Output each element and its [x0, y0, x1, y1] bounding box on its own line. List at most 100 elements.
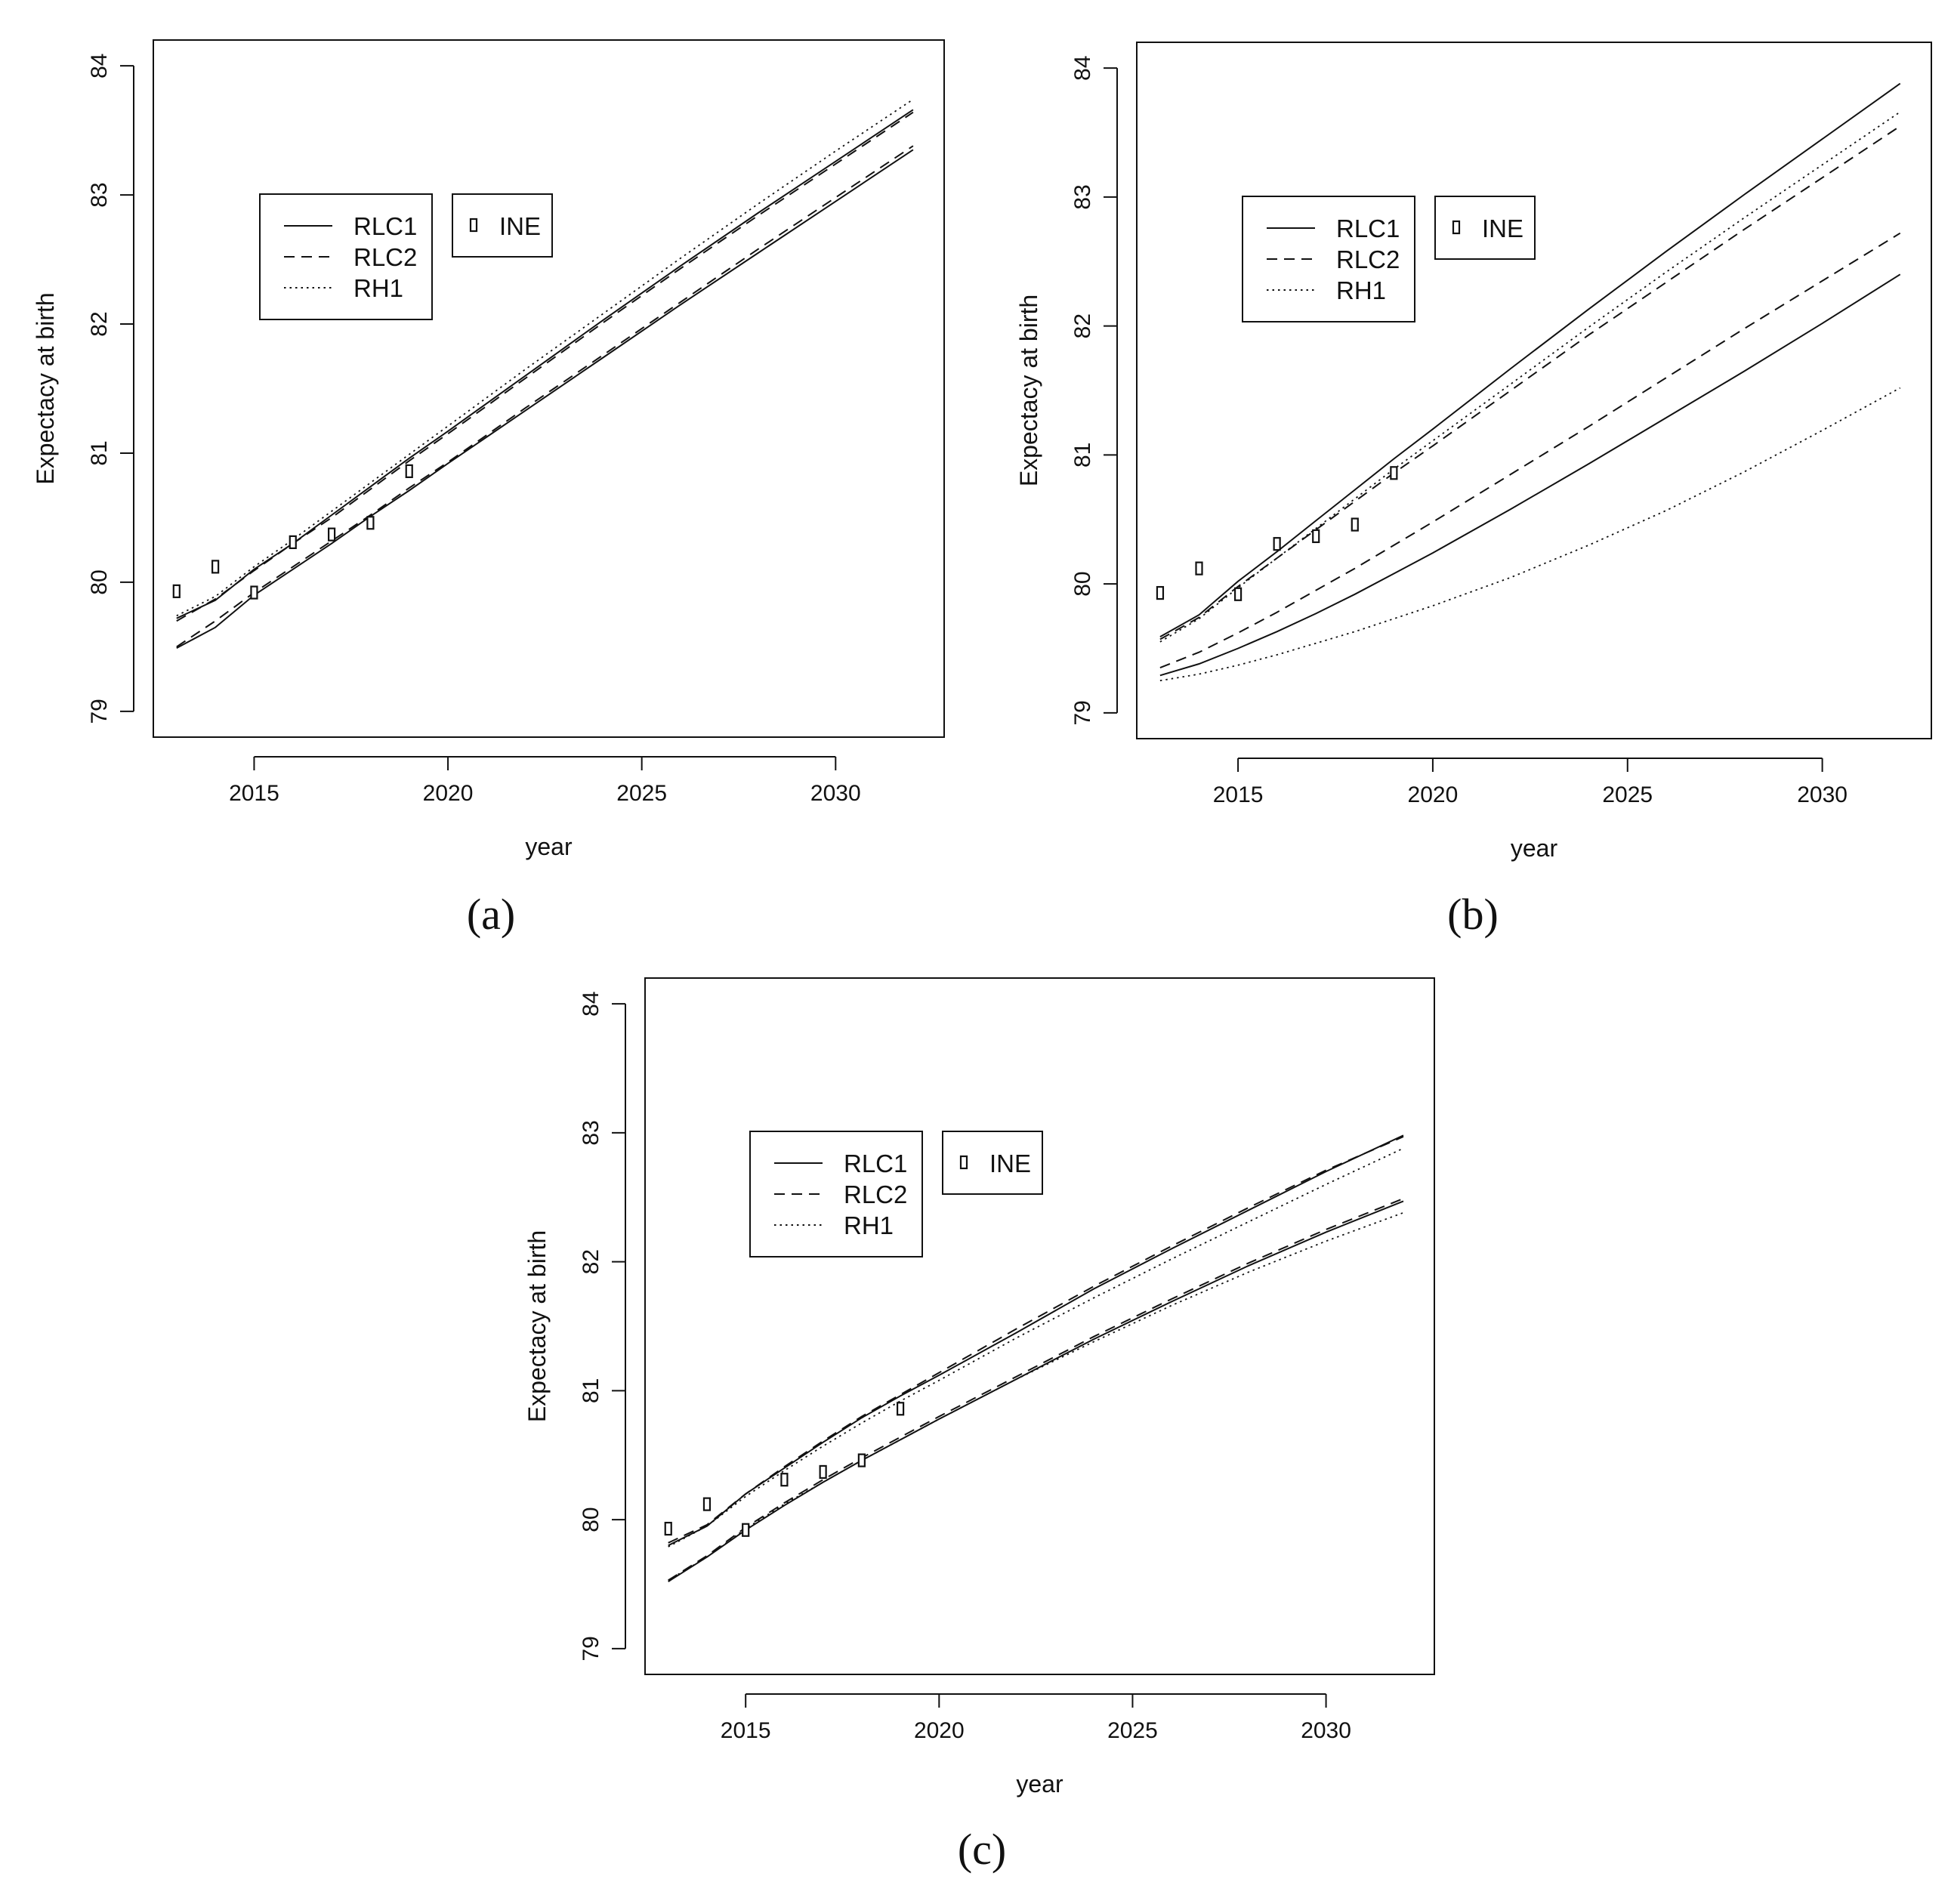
x-tick-label: 2025 [1602, 782, 1653, 807]
series-line-rlc2 [1159, 232, 1901, 669]
plot-frame [153, 39, 945, 738]
ine-point [250, 585, 258, 600]
legend-points-box [452, 193, 553, 258]
series-line-rlc2 [668, 1198, 1404, 1582]
legend-label-ine: INE [499, 212, 541, 240]
ine-point [172, 584, 181, 598]
x-tick-label: 2030 [1301, 1718, 1351, 1743]
y-tick-label: 80 [579, 1507, 604, 1532]
panel-a-caption: (a) [467, 890, 515, 939]
legend-label-rlc1: RLC1 [844, 1149, 907, 1177]
plot-frame [644, 977, 1435, 1675]
x-axis-label: year [1511, 835, 1558, 862]
legend-label-rh1: RH1 [1336, 276, 1386, 304]
y-tick-label: 83 [1070, 184, 1095, 209]
y-tick-label: 82 [579, 1249, 604, 1274]
y-tick-label: 81 [1070, 443, 1095, 468]
series-line-rlc2 [1159, 125, 1901, 640]
y-axis-label: Expectacy at birth [523, 1230, 551, 1422]
series-line-rh1 [668, 1147, 1404, 1548]
legend-label-rh1: RH1 [844, 1211, 894, 1239]
ine-point [366, 516, 375, 530]
ine-point [1351, 517, 1359, 532]
y-tick-label: 80 [87, 569, 112, 594]
ine-point [1195, 561, 1203, 576]
panel-a: 2015 2020 2025 2030 year 79 80 81 82 83 84 Expectac… [32, 39, 945, 860]
legend-label-ine: INE [1482, 214, 1523, 242]
x-tick-label: 2020 [423, 781, 474, 806]
x-tick-label: 2020 [914, 1718, 965, 1743]
y-tick-label: 84 [87, 53, 112, 78]
x-axis-label: year [1016, 1770, 1063, 1798]
panel-c: 2015 2020 2025 2030 year 79 80 81 82 83 84 Expectac… [523, 977, 1435, 1798]
legend-label-ine: INE [989, 1149, 1031, 1177]
series-line-rlc1 [176, 109, 914, 619]
series-line-rh1 [1159, 387, 1901, 682]
ine-point [896, 1402, 905, 1416]
legend-ine-marker [1452, 220, 1461, 235]
ine-point [1156, 585, 1165, 600]
panel-b: 2015 2020 2025 2030 year 79 80 81 82 83 84 Expectac… [1015, 42, 1932, 862]
series-line-rlc2 [176, 145, 914, 648]
y-tick-label: 79 [1070, 700, 1095, 725]
y-tick-label: 84 [1070, 55, 1095, 80]
series-line-rlc1 [668, 1134, 1404, 1547]
y-tick-label: 79 [87, 699, 112, 724]
legend-label-rlc1: RLC1 [353, 212, 417, 240]
series-line-rlc1 [1159, 273, 1901, 677]
ine-point [742, 1523, 750, 1537]
y-axis-label: Expectacy at birth [1015, 295, 1042, 486]
series-line-rlc1 [668, 1200, 1404, 1582]
legend-lines-box [259, 193, 433, 320]
legend-ine-marker [959, 1155, 968, 1170]
legend-label-rlc2: RLC2 [844, 1180, 907, 1208]
y-axis-label: Expectacy at birth [32, 292, 59, 484]
legend-ine-marker [469, 218, 478, 233]
x-tick-label: 2015 [1213, 782, 1264, 807]
ine-point [1273, 537, 1281, 551]
ine-point [857, 1453, 866, 1467]
ine-point [702, 1497, 712, 1511]
x-tick-label: 2030 [810, 781, 861, 806]
legend-label-rh1: RH1 [353, 274, 403, 302]
x-tick-label: 2025 [1107, 1718, 1158, 1743]
ine-point [780, 1473, 789, 1487]
ine-point [1312, 529, 1320, 544]
series-line-rlc1 [176, 149, 914, 649]
series-line-rh1 [176, 98, 914, 617]
y-tick-label: 80 [1070, 571, 1095, 596]
ine-point [405, 464, 413, 478]
series-line-rlc2 [668, 1136, 1404, 1544]
y-tick-label: 81 [87, 440, 112, 465]
series-line-rlc1 [1159, 82, 1901, 637]
x-tick-label: 2015 [721, 1718, 771, 1743]
x-tick-label: 2030 [1797, 782, 1848, 807]
ine-point [819, 1464, 827, 1480]
x-tick-label: 2015 [229, 781, 279, 806]
x-tick-label: 2020 [1408, 782, 1459, 807]
ine-point [327, 527, 336, 542]
ine-point [211, 560, 220, 574]
legend-label-rlc2: RLC2 [1336, 245, 1400, 273]
ine-point [664, 1521, 672, 1536]
panel-c-caption: (c) [958, 1825, 1006, 1874]
y-tick-label: 81 [579, 1378, 604, 1403]
y-tick-label: 79 [579, 1636, 604, 1661]
plot-frame [1136, 42, 1932, 739]
series-line-rh1 [1159, 111, 1901, 643]
y-tick-label: 83 [579, 1120, 604, 1145]
legend-label-rlc1: RLC1 [1336, 214, 1400, 242]
ine-point [289, 535, 297, 550]
x-tick-label: 2025 [616, 781, 667, 806]
legend-points-box [1434, 196, 1536, 260]
y-tick-label: 84 [579, 991, 604, 1016]
legend-label-rlc2: RLC2 [353, 243, 417, 271]
ine-point [1233, 587, 1243, 601]
legend-points-box [942, 1131, 1043, 1195]
panel-b-caption: (b) [1447, 890, 1499, 939]
y-tick-label: 83 [87, 182, 112, 207]
y-tick-label: 82 [87, 311, 112, 336]
x-axis-label: year [525, 833, 573, 860]
y-tick-label: 82 [1070, 313, 1095, 338]
